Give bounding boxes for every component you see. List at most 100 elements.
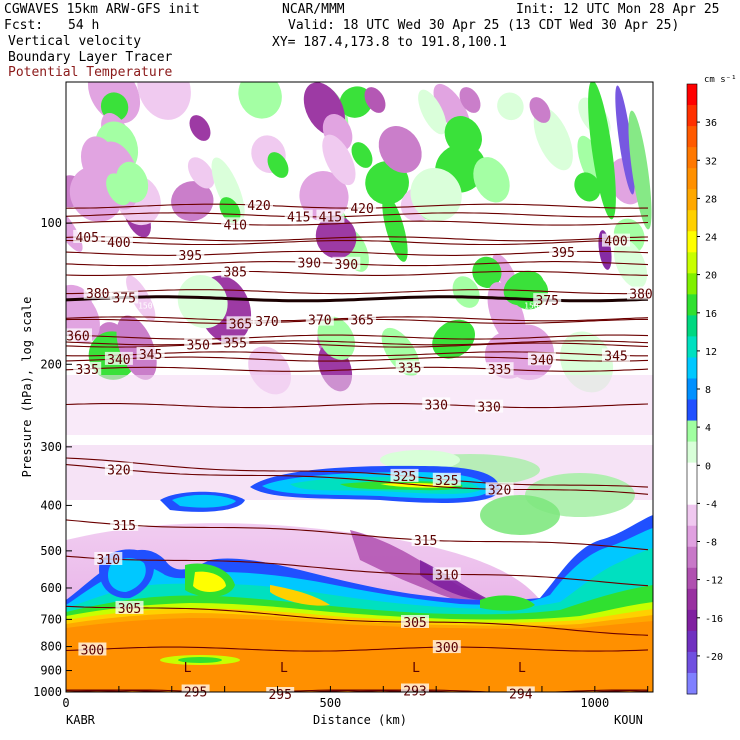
contour-label-bg	[136, 346, 165, 360]
colorbar-swatch	[687, 483, 697, 506]
colorbar-label: 0	[705, 461, 711, 472]
contour-label-bg	[432, 640, 461, 654]
theta-label-330: 330	[477, 401, 500, 416]
colorbar-swatch	[687, 105, 697, 127]
theta-label-360: 360	[66, 329, 89, 344]
theta-label-395: 395	[179, 249, 202, 264]
forecast-label: Fcst:	[4, 18, 44, 33]
theta-label-310: 310	[97, 553, 120, 568]
center-label: NCAR/MMM	[282, 2, 345, 17]
contour-label-bg	[73, 229, 102, 243]
theta-label-415: 415	[319, 211, 342, 226]
colorbar-swatch	[687, 420, 697, 443]
colorbar-swatch	[687, 252, 697, 274]
theta-contour-315	[66, 519, 649, 551]
wave-blob	[187, 157, 215, 189]
colorbar-swatch	[687, 525, 697, 548]
wave-blob	[628, 110, 652, 230]
theta-label-325: 325	[393, 470, 416, 485]
colorbar-label: -4	[705, 499, 717, 510]
contour-label-bg	[64, 328, 92, 342]
theta-contour-360	[66, 334, 649, 340]
theta-contour-330	[66, 403, 649, 409]
colorbar: 36 32 28 24 20 16 12 8 4 0 -4 -8 -12 -16 -20	[686, 83, 723, 695]
x-axis-label: Distance (km)	[313, 713, 407, 727]
theta-contour-325	[66, 457, 649, 488]
theta-label-420: 420	[350, 202, 373, 217]
wave-blob	[410, 167, 462, 222]
theta-label-385: 385	[223, 265, 246, 280]
wave-blob	[588, 82, 616, 220]
wave-blob	[317, 316, 356, 360]
theta-label-410: 410	[223, 218, 246, 233]
colorbar-label: -12	[705, 576, 723, 587]
wave-blob	[315, 215, 357, 259]
wave-blob	[452, 276, 480, 308]
contour-label-bg	[245, 198, 273, 212]
wave-blob	[444, 116, 482, 156]
contour-label-bg	[401, 615, 429, 628]
right-endpoint-label: KOUN	[614, 713, 643, 727]
wave-blob	[382, 194, 408, 262]
wave-blob	[473, 157, 510, 203]
y-axis-label: Pressure (hPa), log scale	[20, 297, 34, 478]
colorbar-swatch	[687, 210, 697, 232]
contour-label-bg	[253, 313, 281, 327]
theta-label-320: 320	[488, 483, 511, 498]
colorbar-swatch	[687, 378, 697, 401]
contour-label-bg	[221, 264, 250, 278]
contour-label-bg	[284, 209, 313, 223]
tropopause-label: 150	[524, 302, 539, 311]
theta-label-420: 420	[247, 199, 270, 214]
low-marker: L	[412, 661, 420, 676]
y-axis: 100 200 300 400 500 600 700 800 900 1000	[33, 216, 72, 699]
wave-core	[351, 142, 373, 168]
y-tick-label: 1000	[33, 685, 62, 699]
contour-label-bg	[110, 517, 139, 531]
contour-label-bg	[348, 201, 377, 215]
theta-label-400: 400	[604, 235, 627, 250]
contour-label-bg	[332, 256, 361, 270]
contour-label-bg	[506, 686, 535, 700]
wave-blob	[80, 136, 118, 187]
colorbar-swatch	[687, 84, 697, 106]
theta-contour-405	[66, 236, 649, 242]
contour-label-bg	[226, 316, 255, 330]
colorbar-swatch	[687, 441, 697, 464]
wave-blob	[116, 161, 149, 203]
contour-label-bg	[627, 286, 655, 300]
contour-label-bg	[104, 462, 133, 476]
x-axis: 0 500 1000	[62, 686, 649, 710]
colorbar-swatch	[687, 609, 697, 632]
theta-contour-385	[66, 270, 648, 276]
contour-label-bg	[221, 217, 250, 231]
y-tick-label: 700	[40, 612, 62, 626]
theta-label-294: 294	[509, 687, 533, 702]
theta-label-380: 380	[86, 287, 109, 302]
wave-blob	[378, 126, 422, 173]
theta-contour-320	[66, 464, 649, 495]
x-tick-label: 1000	[580, 696, 609, 710]
colorbar-swatch	[687, 567, 697, 590]
wave-blob	[533, 107, 573, 171]
contour-label-bg	[432, 472, 461, 486]
theta-contour-300	[66, 646, 649, 652]
colorbar-swatch	[687, 588, 697, 611]
wave-blob	[574, 172, 601, 202]
wave-core	[267, 152, 289, 178]
y-tick-label: 300	[40, 440, 62, 454]
theta-label-340: 340	[530, 353, 553, 368]
y-tick-label: 900	[40, 664, 62, 678]
y-tick-label: 100	[40, 216, 62, 230]
y-tick-label: 400	[40, 498, 62, 512]
theta-contour-294	[66, 689, 649, 692]
colorbar-label: 16	[705, 309, 717, 320]
plot-frame	[65, 81, 654, 693]
low-marker: L	[280, 661, 288, 676]
colorbar-label: 12	[705, 347, 717, 358]
theta-label-375: 375	[112, 292, 135, 307]
theta-label-375: 375	[535, 294, 558, 309]
theta-label-355: 355	[223, 336, 246, 351]
potential-temperature-labels: 420 420 415 415 410 405 400 400 395 395 390 390 385 3…	[64, 198, 655, 703]
theta-label-370: 370	[255, 315, 278, 330]
